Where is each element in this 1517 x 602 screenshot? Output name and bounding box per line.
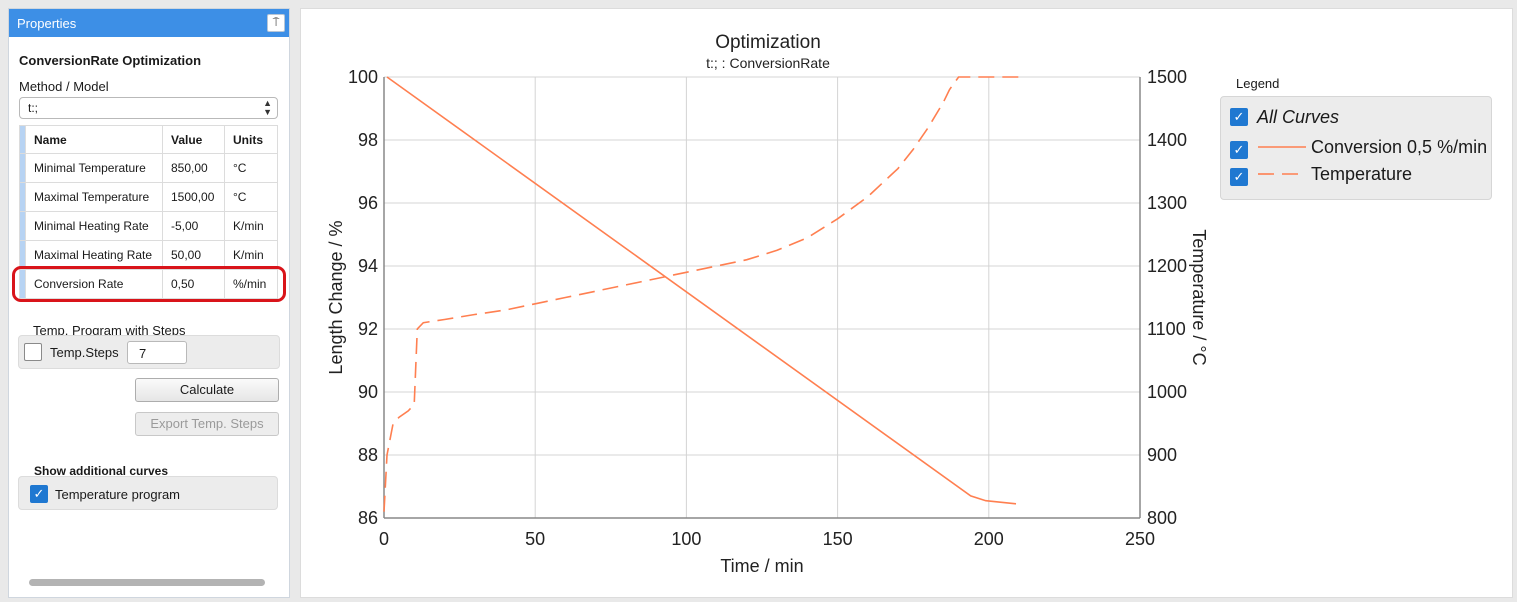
y-tick-label: 94 — [358, 256, 378, 276]
y-tick-label: 100 — [348, 67, 378, 87]
solid-line-swatch — [1258, 146, 1306, 148]
y-tick-label: 86 — [358, 508, 378, 528]
x-tick-label: 150 — [823, 529, 853, 549]
param-name: Maximal Heating Rate — [25, 240, 163, 270]
table-header-row: Name Value Units — [19, 125, 278, 154]
legend: ✓ All Curves ✓ Conversion 0,5 %/min ✓ Te… — [1220, 96, 1492, 200]
param-unit: K/min — [224, 211, 278, 241]
param-value[interactable]: 850,00 — [162, 153, 225, 183]
chart-title: Optimization — [715, 32, 821, 53]
y-tick-label: 98 — [358, 130, 378, 150]
param-name: Conversion Rate — [25, 269, 163, 299]
horizontal-scrollbar[interactable] — [29, 579, 265, 586]
param-value[interactable]: 0,50 — [162, 269, 225, 299]
conversion-curve-checkbox[interactable]: ✓ — [1230, 141, 1248, 159]
y2-tick-label: 1100 — [1147, 319, 1186, 339]
y-axis-label: Length Change / % — [326, 220, 346, 374]
y2-tick-label: 1400 — [1147, 130, 1187, 150]
temperature-curve-checkbox[interactable]: ✓ — [1230, 168, 1248, 186]
y2-tick-label: 900 — [1147, 445, 1177, 465]
table-row[interactable]: Maximal Temperature 1500,00 °C — [19, 182, 278, 212]
param-unit: K/min — [224, 240, 278, 270]
y2-tick-label: 1300 — [1147, 193, 1187, 213]
conversion-curve-label: Conversion 0,5 %/min — [1311, 137, 1488, 157]
x-tick-label: 0 — [379, 529, 389, 549]
method-value: t:; — [28, 101, 39, 115]
method-label: Method / Model — [19, 79, 109, 94]
y-tick-label: 92 — [358, 319, 378, 339]
conversion-series-line — [386, 76, 1017, 505]
table-row[interactable]: Conversion Rate 0,50 %/min — [19, 269, 278, 299]
temperature-program-checkbox[interactable]: ✓ — [30, 485, 48, 503]
steps-group: Temp.Steps 7 — [18, 335, 280, 369]
dashed-line-swatch — [1258, 173, 1306, 175]
table-row[interactable]: Minimal Temperature 850,00 °C — [19, 153, 278, 183]
properties-panel: Properties ⍑ ConversionRate Optimization… — [8, 8, 290, 598]
pin-icon[interactable]: ⍑ — [267, 14, 285, 32]
y2-tick-label: 800 — [1147, 508, 1177, 528]
y-tick-label: 88 — [358, 445, 378, 465]
param-unit: °C — [224, 153, 278, 183]
panel-title: Properties — [17, 16, 77, 31]
temp-steps-input[interactable]: 7 — [127, 341, 187, 364]
y2-tick-label: 1200 — [1147, 256, 1187, 276]
temp-steps-label: Temp.Steps — [50, 345, 119, 360]
x-tick-label: 250 — [1125, 529, 1155, 549]
table-row[interactable]: Minimal Heating Rate -5,00 K/min — [19, 211, 278, 241]
optimization-title: ConversionRate Optimization — [19, 53, 202, 68]
calculate-button[interactable]: Calculate — [135, 378, 279, 402]
conversion-rate-highlight — [12, 266, 286, 302]
panel-header: Properties ⍑ — [9, 9, 289, 37]
y2-tick-label: 1500 — [1147, 67, 1187, 87]
updown-chevron-icon: ▲ ▼ — [263, 98, 272, 117]
column-header-units[interactable]: Units — [224, 125, 278, 154]
y-tick-label: 96 — [358, 193, 378, 213]
y2-tick-label: 1000 — [1147, 382, 1187, 402]
all-curves-label: All Curves — [1257, 107, 1340, 127]
steps-section-title: Temp. Program with Steps — [33, 323, 186, 338]
table-row[interactable]: Maximal Heating Rate 50,00 K/min — [19, 240, 278, 270]
temperature-program-label: Temperature program — [55, 487, 180, 502]
row-marker — [19, 269, 26, 299]
export-temp-steps-button[interactable]: Export Temp. Steps — [135, 412, 279, 436]
temperature-series-line — [383, 76, 1019, 512]
parameter-table: Name Value Units Minimal Temperature 850… — [19, 125, 278, 299]
x-axis-label: Time / min — [720, 556, 803, 576]
x-tick-label: 100 — [671, 529, 701, 549]
x-tick-label: 50 — [525, 529, 545, 549]
additional-curves-title: Show additional curves — [34, 464, 169, 478]
x-tick-label: 200 — [974, 529, 1004, 549]
temp-steps-checkbox[interactable] — [24, 343, 42, 361]
chart-subtitle: t:; : ConversionRate — [706, 55, 830, 71]
additional-curves-group: ✓ Temperature program — [18, 476, 278, 510]
y-tick-label: 90 — [358, 382, 378, 402]
method-select[interactable]: t:; ▲ ▼ — [19, 97, 278, 119]
param-unit: %/min — [224, 269, 278, 299]
legend-title: Legend — [1236, 76, 1280, 91]
param-unit: °C — [224, 182, 278, 212]
param-name: Minimal Heating Rate — [25, 211, 163, 241]
param-value[interactable]: 1500,00 — [162, 182, 225, 212]
all-curves-checkbox[interactable]: ✓ — [1230, 108, 1248, 126]
column-header-value[interactable]: Value — [162, 125, 225, 154]
column-header-name[interactable]: Name — [25, 125, 163, 154]
temperature-curve-label: Temperature — [1311, 164, 1413, 184]
y2-axis-label: Temperature / °C — [1189, 229, 1209, 365]
